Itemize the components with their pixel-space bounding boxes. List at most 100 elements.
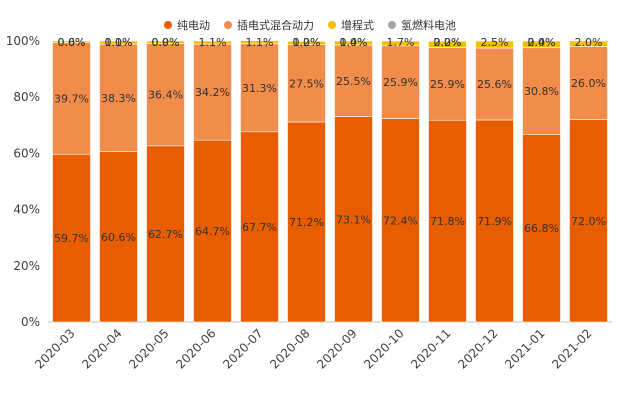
legend-label-erev: 增程式	[341, 19, 374, 32]
x-tick-label: 2021-01	[502, 326, 547, 371]
data-label: 1.7%	[387, 36, 415, 49]
bar-segment-1	[287, 44, 326, 123]
legend-label-phev: 插电式混合动力	[237, 19, 314, 32]
data-label: 71.8%	[430, 215, 465, 228]
data-label: 0.0%	[434, 36, 462, 49]
data-label: 71.9%	[477, 215, 512, 228]
data-label: 2.2%	[434, 36, 462, 49]
bar-segment-2	[240, 40, 279, 45]
bar-segment-2	[381, 40, 420, 47]
data-label: 0.0%	[340, 36, 368, 49]
bar-segment-1	[240, 43, 279, 133]
data-label: 72.4%	[383, 214, 418, 227]
data-label: 31.3%	[242, 82, 277, 95]
bar-segment-1	[569, 46, 608, 120]
y-tick-label: 100%	[6, 34, 40, 48]
data-label: 67.7%	[242, 221, 277, 234]
data-label: 1.4%	[340, 36, 368, 49]
bar-segment-0	[52, 153, 91, 323]
bar-segment-0	[381, 118, 420, 323]
data-label: 1.1%	[105, 36, 133, 49]
legend-item-bev: 纯电动	[164, 17, 210, 33]
bar-segment-0	[475, 119, 514, 323]
x-tick-label: 2020-12	[455, 326, 500, 371]
bar-segment-0	[334, 116, 373, 323]
x-tick-label: 2020-05	[126, 326, 171, 371]
bar-segment-2	[146, 40, 185, 44]
bar-segment-1	[99, 43, 138, 153]
legend-item-phev: 插电式混合动力	[224, 17, 314, 33]
legend-label-bev: 纯电动	[177, 19, 210, 32]
x-tick-label: 2020-08	[267, 326, 312, 371]
chart-legend: 纯电动 插电式混合动力 增程式 氢燃料电池	[0, 16, 620, 34]
data-label: 1.2%	[293, 36, 321, 49]
data-label: 2.5%	[481, 36, 509, 49]
x-tick-label: 2020-07	[220, 326, 265, 371]
data-label: 0.0%	[105, 36, 133, 49]
legend-item-fcev: 氢燃料电池	[388, 17, 456, 33]
bar-segment-1	[428, 47, 467, 121]
x-tick-label: 2020-06	[173, 326, 218, 371]
data-label: 73.1%	[336, 213, 371, 226]
data-label: 26.0%	[571, 77, 606, 90]
x-tick-label: 2020-04	[79, 326, 124, 371]
bar-segment-1	[52, 42, 91, 155]
data-label: 0.6%	[58, 36, 86, 49]
bar-segment-2	[52, 40, 91, 43]
data-label: 25.9%	[430, 78, 465, 91]
data-label: 25.6%	[477, 78, 512, 91]
bar-segment-0	[240, 131, 279, 323]
bar-segment-0	[99, 151, 138, 323]
bar-segment-1	[522, 47, 561, 135]
data-label: 0.9%	[152, 36, 180, 49]
data-label: 64.7%	[195, 225, 230, 238]
bar-segment-0	[428, 119, 467, 323]
x-tick-label: 2021-02	[549, 326, 594, 371]
bar-segment-2	[287, 40, 326, 45]
data-label: 25.9%	[383, 76, 418, 89]
data-label: 59.7%	[54, 232, 89, 245]
data-label: 60.6%	[101, 231, 136, 244]
legend-label-fcev: 氢燃料电池	[401, 19, 456, 32]
bar-segment-2	[569, 40, 608, 47]
data-label: 2.0%	[575, 36, 603, 49]
bar-segment-2	[334, 40, 373, 46]
legend-swatch-phev	[224, 21, 232, 29]
data-label: 62.7%	[148, 228, 183, 241]
bar-segment-0	[287, 121, 326, 323]
data-label: 25.5%	[336, 75, 371, 88]
data-label: 0.0%	[528, 36, 556, 49]
bar-segment-1	[193, 43, 232, 141]
legend-swatch-erev	[328, 21, 336, 29]
data-label: 66.8%	[524, 222, 559, 235]
data-label: 30.8%	[524, 85, 559, 98]
legend-swatch-fcev	[388, 21, 396, 29]
y-tick-label: 40%	[13, 203, 40, 217]
bar-segment-0	[193, 139, 232, 323]
data-label: 1.1%	[199, 36, 227, 49]
data-label: 0.0%	[152, 36, 180, 49]
data-label: 71.2%	[289, 216, 324, 229]
bar-segment-1	[381, 45, 420, 119]
bar-segment-2	[522, 40, 561, 49]
data-label: 2.4%	[528, 36, 556, 49]
x-tick-label: 2020-03	[32, 326, 77, 371]
x-tick-label: 2020-10	[361, 326, 406, 371]
bar-segment-1	[475, 47, 514, 121]
data-label: 0.0%	[58, 36, 86, 49]
data-label: 72.0%	[571, 215, 606, 228]
bar-segment-0	[522, 133, 561, 323]
data-label: 34.2%	[195, 86, 230, 99]
data-label: 27.5%	[289, 77, 324, 90]
data-label: 38.3%	[101, 92, 136, 105]
legend-item-erev: 增程式	[328, 17, 374, 33]
data-label: 0.0%	[293, 36, 321, 49]
bar-segment-2	[475, 40, 514, 49]
y-tick-label: 60%	[13, 146, 40, 160]
x-tick-label: 2020-09	[314, 326, 359, 371]
legend-swatch-bev	[164, 21, 172, 29]
data-label: 39.7%	[54, 92, 89, 105]
bar-segment-0	[569, 119, 608, 323]
bar-segment-0	[146, 145, 185, 323]
